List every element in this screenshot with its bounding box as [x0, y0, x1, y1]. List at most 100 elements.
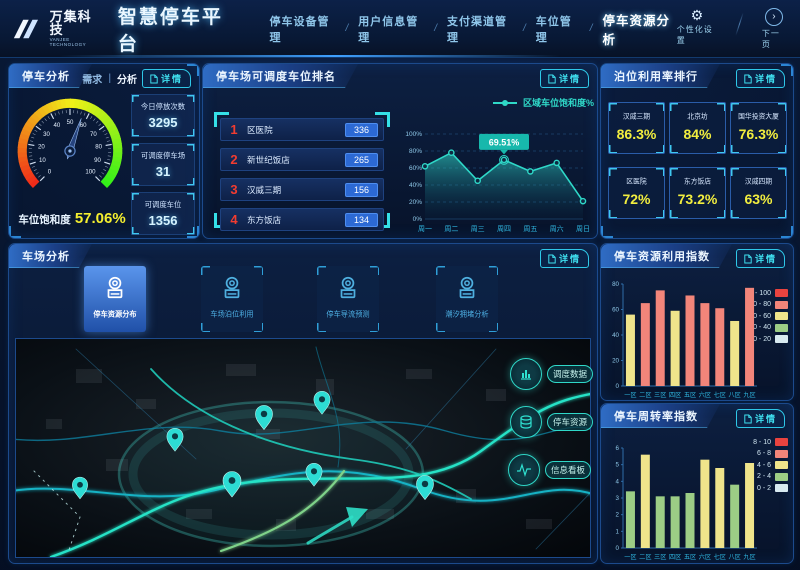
nav-item-space-mgmt[interactable]: 车位管理 — [535, 15, 572, 44]
document-icon — [548, 74, 556, 83]
utilization-card: 汉威四期 63% — [730, 167, 787, 219]
svg-text:二区: 二区 — [639, 554, 651, 561]
detail-button-turnover-index[interactable]: 详情 — [735, 409, 785, 428]
utilization-cards: 汉威三期 86.3% 北京坊 84% 国华投资大厦 76.3% 区医院 72% … — [608, 102, 787, 219]
nav-separator: / — [434, 23, 438, 34]
stat-dispatchable-lots: 可调度停车场 31 — [131, 143, 195, 186]
map-button-parking-resources[interactable]: 停车资源 — [510, 406, 594, 438]
legend-entry: 60 - 80 — [736, 300, 788, 309]
nav-item-user-info-mgmt[interactable]: 用户信息管理 — [358, 15, 419, 44]
svg-text:69.51%: 69.51% — [489, 137, 520, 147]
detail-button-dispatch-ranking[interactable]: 详情 — [539, 69, 589, 88]
map-button-info-board[interactable]: 信息看板 — [508, 454, 592, 486]
legend-entry: 6 - 8 — [736, 449, 788, 458]
legend-swatch — [775, 289, 788, 297]
map-pins — [72, 391, 434, 501]
detail-button-resource-index[interactable]: 详情 — [735, 249, 785, 268]
map-background — [16, 339, 590, 557]
legend-label: 4 - 6 — [756, 461, 771, 469]
document-icon — [744, 74, 752, 83]
stat-value: 1356 — [148, 213, 178, 228]
nav-separator: / — [522, 23, 526, 34]
document-icon — [744, 414, 752, 423]
personalization-button[interactable]: ⚙ 个性化设置 — [677, 8, 717, 46]
map-button-label: 信息看板 — [545, 461, 592, 479]
logo-title: 万集科技 — [49, 9, 92, 37]
svg-text:20: 20 — [612, 358, 619, 365]
detail-button-lot-analysis[interactable]: 详情 — [539, 249, 589, 268]
legend-label: 0 - 20 — [753, 335, 771, 343]
detail-button-parking-analysis[interactable]: 详情 — [141, 69, 191, 88]
ranking-row: 1 区医院 336 — [220, 118, 384, 141]
svg-text:80: 80 — [95, 144, 102, 151]
tab-tidal-congestion-analysis[interactable]: 潮汐拥堵分析 — [436, 266, 498, 332]
legend-entry: 8 - 10 — [736, 438, 788, 446]
lot-name: 区医院 — [247, 125, 273, 135]
stat-dispatchable-spaces: 可调度车位 1356 — [131, 192, 195, 235]
tab-demand[interactable]: 需求 — [82, 75, 103, 86]
svg-text:20: 20 — [38, 144, 45, 151]
document-icon — [744, 254, 752, 263]
tab-parking-resource-distribution[interactable]: 停车资源分布 — [84, 266, 146, 332]
svg-text:4: 4 — [616, 478, 620, 485]
next-page-label: 下一页 — [761, 28, 780, 49]
svg-text:20%: 20% — [409, 199, 422, 206]
next-page-button[interactable]: › 下一页 — [761, 7, 786, 50]
lot-name: 新世纪饭店 — [247, 155, 290, 165]
tab-divider: | — [108, 73, 111, 84]
city-map[interactable]: 调度数据 停车资源 信息看板 — [15, 338, 594, 558]
ranking-row: 3 汉威三期 156 — [220, 178, 384, 201]
parking-meter-icon — [340, 276, 356, 299]
utilization-value: 84% — [683, 126, 712, 142]
svg-text:80%: 80% — [409, 148, 422, 155]
panel-title-resource-index: 停车资源利用指数 — [601, 244, 732, 268]
legend-label: 40 - 60 — [749, 312, 771, 320]
tab-label: 车场泊位利用 — [210, 310, 254, 319]
nav-item-payment-mgmt[interactable]: 支付渠道管理 — [447, 15, 508, 44]
map-button-label: 调度数据 — [547, 365, 594, 383]
utilization-value: 72% — [622, 191, 651, 207]
svg-text:50: 50 — [67, 119, 74, 126]
lot-name: 汉威四期 — [744, 177, 773, 186]
detail-button-utilization-ranking[interactable]: 详情 — [735, 69, 785, 88]
map-button-dispatch-data[interactable]: 调度数据 — [510, 358, 594, 390]
panel-title-utilization-ranking: 泊位利用率排行 — [601, 64, 720, 88]
line-marker-icon — [493, 99, 517, 106]
tab-label: 停车资源分布 — [93, 310, 137, 319]
stat-label: 今日停放次数 — [140, 102, 186, 111]
legend-entry: 0 - 20 — [736, 335, 788, 343]
legend-swatch — [775, 461, 788, 469]
legend-swatch — [775, 438, 788, 446]
lot-name: 国华投资大厦 — [738, 112, 779, 121]
stat-label: 可调度车位 — [144, 200, 182, 209]
svg-text:三区: 三区 — [654, 554, 666, 561]
nav-item-device-mgmt[interactable]: 停车设备管理 — [269, 15, 330, 44]
svg-text:60: 60 — [80, 122, 87, 129]
page-title: 智慧停车平台 — [117, 6, 223, 55]
map-button-label: 停车资源 — [547, 413, 594, 431]
svg-text:40%: 40% — [409, 182, 422, 189]
available-count-badge: 265 — [344, 152, 378, 167]
logo-subtitle: VANJEE TECHNOLOGY — [49, 37, 87, 47]
svg-text:100%: 100% — [405, 131, 422, 138]
utilization-value: 73.2% — [677, 191, 718, 207]
tab-parking-guidance-forecast[interactable]: 停车导流预测 — [317, 266, 379, 332]
legend-label: 60 - 80 — [749, 301, 771, 308]
nav-item-resource-analysis[interactable]: 停车资源分析 — [602, 13, 671, 47]
legend-swatch — [775, 312, 788, 320]
svg-text:0%: 0% — [413, 216, 423, 223]
nav-separator: / — [589, 23, 593, 34]
svg-text:二区: 二区 — [639, 392, 651, 399]
detail-label: 详情 — [754, 74, 777, 84]
svg-text:周四: 周四 — [497, 225, 511, 233]
legend-swatch — [775, 484, 788, 492]
tab-label: 潮汐拥堵分析 — [445, 310, 489, 319]
svg-text:七区: 七区 — [714, 553, 726, 561]
tab-analysis[interactable]: 分析 — [117, 75, 137, 86]
legend-swatch — [775, 335, 788, 343]
bar-chart-legend: 80 - 100 60 - 80 40 - 60 20 - 40 0 - 20 — [736, 289, 788, 347]
lot-name: 汉威三期 — [622, 112, 651, 121]
tab-lot-berth-utilization[interactable]: 车场泊位利用 — [201, 266, 263, 332]
legend-swatch — [775, 472, 788, 481]
